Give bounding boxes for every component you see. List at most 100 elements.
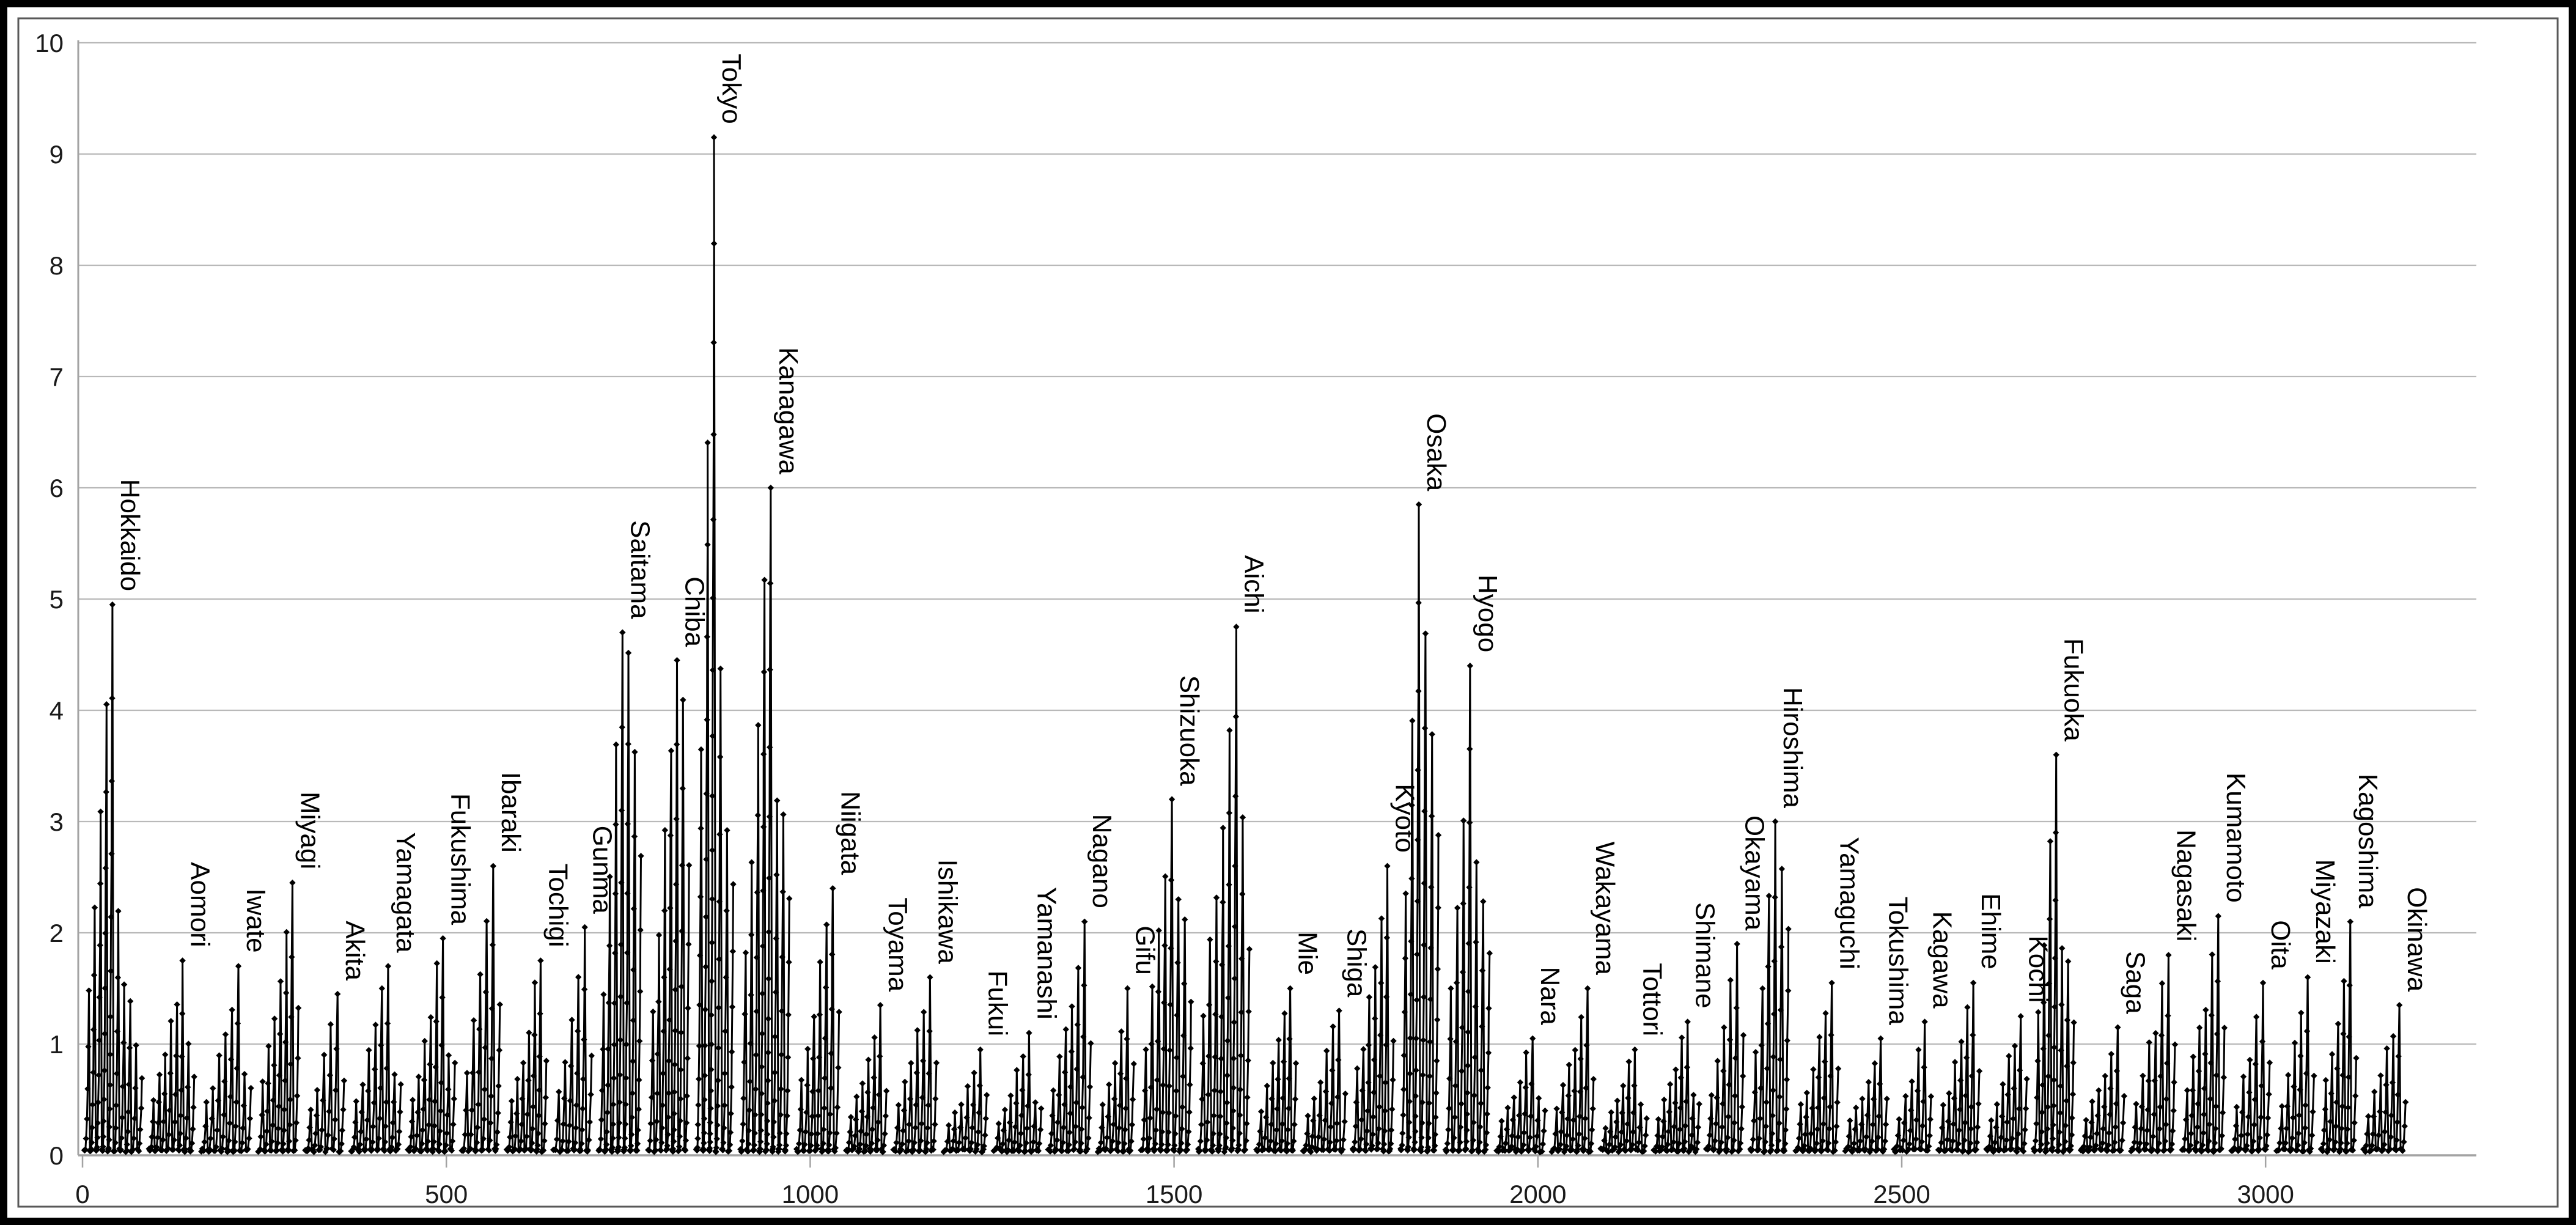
- prefecture-label-yamaguchi: Yamaguchi: [1834, 837, 1864, 969]
- cluster-yamaguchi: Yamaguchi: [1792, 837, 1864, 1155]
- prefecture-label-ehime: Ehime: [1976, 893, 2006, 969]
- cluster-markers: [645, 657, 693, 1155]
- y-tick-label-3: 3: [50, 807, 64, 836]
- prefecture-label-yamanashi: Yamanashi: [1031, 887, 1061, 1020]
- prefecture-label-tochigi: Tochigi: [543, 864, 573, 947]
- cluster-markers: [145, 957, 197, 1155]
- prefecture-label-ibaraki: Ibaraki: [496, 772, 526, 853]
- cluster-markers: [458, 863, 503, 1155]
- prefecture-label-wakayama: Wakayama: [1590, 842, 1620, 976]
- cluster-markers: [1397, 501, 1442, 1155]
- cluster-ibaraki: Ibaraki: [458, 772, 526, 1155]
- cluster-ehime: Ehime: [1935, 893, 2006, 1155]
- cluster-tokyo: Tokyo: [693, 54, 746, 1155]
- cluster-markers: [1349, 863, 1397, 1155]
- prefecture-label-gifu: Gifu: [1130, 925, 1160, 975]
- cluster-markers: [2030, 751, 2077, 1155]
- prefecture-label-saga: Saga: [2120, 951, 2150, 1014]
- cluster-akita: Akita: [302, 921, 370, 1155]
- prefecture-label-hokkaido: Hokkaido: [115, 479, 145, 591]
- x-tick-label-1000: 1000: [782, 1180, 839, 1208]
- cluster-ishikawa: Ishikawa: [890, 859, 962, 1155]
- prefecture-label-akita: Akita: [340, 921, 370, 980]
- cluster-markers: [2273, 974, 2317, 1155]
- y-tick-label-5: 5: [50, 585, 64, 614]
- cluster-fukui: Fukui: [940, 971, 1013, 1155]
- prefecture-label-shiga: Shiga: [1342, 929, 1372, 998]
- y-tick-label-7: 7: [50, 362, 64, 391]
- cluster-markers: [693, 134, 737, 1155]
- prefecture-label-nagasaki: Nagasaki: [2171, 830, 2201, 941]
- prefecture-label-toyama: Toyama: [883, 897, 913, 992]
- prefecture-label-kanagawa: Kanagawa: [773, 347, 803, 474]
- x-tick-label-3000: 3000: [2237, 1180, 2294, 1208]
- cluster-markers: [348, 963, 404, 1155]
- tick-labels: 0 1 2 3 4 5 6 7 8 9 10 0 500 1000 1500 2000 2500 3000: [35, 29, 2294, 1208]
- cluster-markers: [890, 974, 940, 1155]
- cluster-kagawa: Kagawa: [1891, 911, 1957, 1155]
- y-tick-label-2: 2: [50, 919, 64, 947]
- cluster-markers: [1597, 1046, 1650, 1155]
- series-clusters: Hokkaido Aomori Iwate Miyagi Akita Yamagata Fu…: [81, 54, 2432, 1155]
- cluster-markers: [198, 963, 254, 1155]
- prefecture-label-fukui: Fukui: [983, 971, 1013, 1037]
- x-tick-label-500: 500: [425, 1180, 468, 1208]
- prefecture-label-kumamoto: Kumamoto: [2221, 773, 2251, 903]
- cluster-miyagi: Miyagi: [255, 792, 325, 1155]
- cluster-line: [1352, 865, 1394, 1152]
- y-tick-label-10: 10: [35, 29, 64, 57]
- cluster-markers: [940, 1046, 990, 1155]
- cluster-kagoshima: Kagoshima: [2317, 774, 2383, 1155]
- cluster-markers: [503, 957, 550, 1155]
- cluster-yamagata: Yamagata: [348, 832, 421, 1155]
- cluster-markers: [2077, 1024, 2128, 1155]
- cluster-nagasaki: Nagasaki: [2128, 830, 2201, 1155]
- cluster-shimane: Shimane: [1650, 902, 1720, 1155]
- cluster-saitama: Saitama: [595, 520, 655, 1155]
- prefecture-label-miyazaki: Miyazaki: [2310, 859, 2340, 964]
- cluster-tokushima: Tokushima: [1842, 897, 1913, 1155]
- prefecture-label-nara: Nara: [1535, 967, 1565, 1026]
- cluster-mie: Mie: [1253, 932, 1323, 1155]
- x-tick-label-0: 0: [75, 1180, 89, 1208]
- cluster-markers: [990, 1029, 1045, 1155]
- cluster-osaka: Osaka: [1397, 413, 1451, 1155]
- cluster-markers: [1842, 1035, 1890, 1155]
- prefecture-label-nagano: Nagano: [1087, 814, 1117, 908]
- prefecture-label-mie: Mie: [1293, 932, 1323, 975]
- cluster-hyogo: Hyogo: [1442, 575, 1503, 1155]
- cluster-line: [892, 976, 938, 1153]
- prefecture-label-shimane: Shimane: [1690, 902, 1720, 1009]
- cluster-markers: [2179, 913, 2228, 1155]
- cluster-gunma: Gunma: [550, 826, 617, 1155]
- x-tick-label-1500: 1500: [1146, 1180, 1202, 1208]
- cluster-niigata: Niigata: [793, 791, 865, 1155]
- y-tick-label-0: 0: [50, 1141, 64, 1170]
- prefecture-label-miyagi: Miyagi: [295, 792, 325, 869]
- cluster-miyazaki: Miyazaki: [2273, 859, 2340, 1155]
- prefecture-label-kyoto: Kyoto: [1390, 784, 1420, 853]
- cluster-markers: [1548, 985, 1597, 1155]
- cluster-markers: [1792, 979, 1842, 1155]
- prefecture-label-tokushima: Tokushima: [1883, 897, 1913, 1026]
- cluster-fukuoka: Fukuoka: [2030, 638, 2089, 1155]
- prefecture-label-kagawa: Kagawa: [1927, 911, 1957, 1009]
- gridlines: [78, 42, 2476, 1045]
- cluster-markers: [1493, 1035, 1548, 1155]
- cluster-aichi: Aichi: [1195, 555, 1268, 1155]
- prefecture-label-aichi: Aichi: [1238, 555, 1268, 613]
- cluster-wakayama: Wakayama: [1548, 842, 1620, 1155]
- prefecture-label-gunma: Gunma: [587, 826, 617, 914]
- prefecture-label-iwate: Iwate: [241, 888, 271, 952]
- x-tick-label-2500: 2500: [1873, 1180, 1930, 1208]
- cluster-hokkaido: Hokkaido: [81, 479, 145, 1155]
- prefecture-label-shizuoka: Shizuoka: [1174, 675, 1204, 787]
- cluster-markers: [793, 885, 842, 1155]
- cluster-kanagawa: Kanagawa: [737, 347, 803, 1155]
- cluster-markers: [2128, 952, 2179, 1155]
- cluster-markers: [1300, 1007, 1349, 1155]
- prefecture-label-hiroshima: Hiroshima: [1778, 687, 1808, 809]
